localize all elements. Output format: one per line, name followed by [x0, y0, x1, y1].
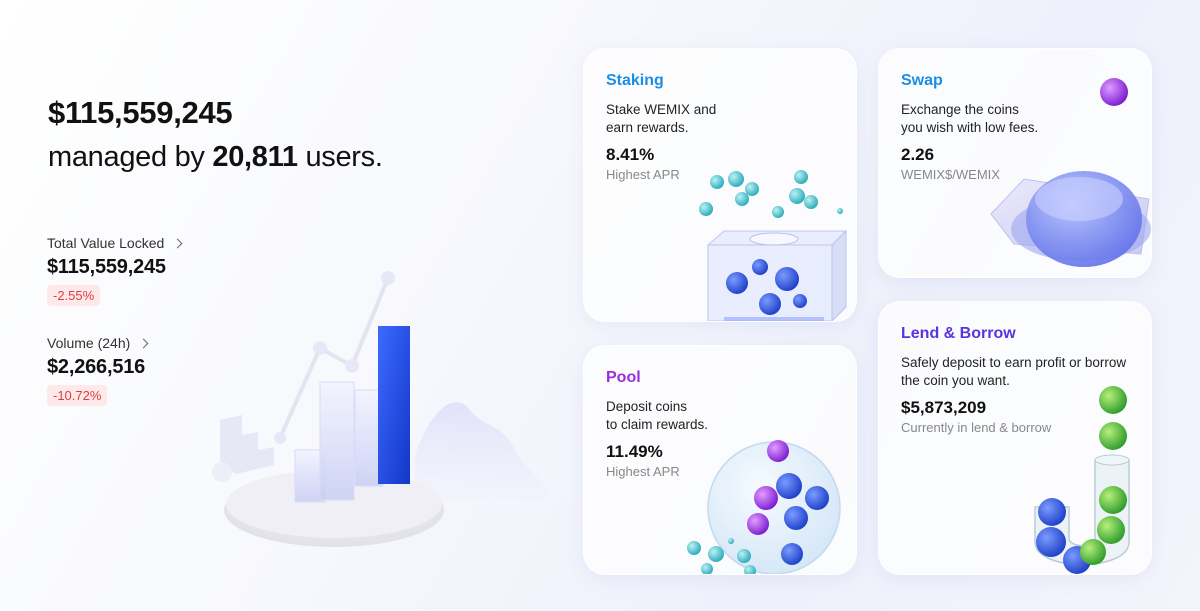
swap-pair-label: WEMIX$/WEMIX [901, 167, 1000, 182]
tvl-link[interactable]: Total Value Locked [47, 235, 183, 251]
lend-desc-line-2: the coin you want. [901, 373, 1010, 388]
lend-desc-line-1: Safely deposit to earn profit or borrow [901, 355, 1127, 370]
staking-illustration [699, 170, 848, 321]
staking-apr-label: Highest APR [606, 167, 680, 182]
swap-rate-value: 2.26 [901, 145, 935, 164]
volume-link[interactable]: Volume (24h) [47, 335, 149, 351]
volume-value: $2,266,516 [47, 356, 146, 378]
tvl-value: $115,559,245 [47, 256, 166, 278]
pool-card[interactable]: Pool Deposit coins to claim rewards. 11.4… [583, 345, 857, 575]
hero-total-amount: $115,559,245 [48, 95, 233, 130]
lend-borrow-value: $5,873,209 [901, 398, 987, 417]
growth-chart-illustration [212, 271, 548, 547]
lend-borrow-illustration [1034, 386, 1130, 574]
hero-users-suffix: users. [297, 141, 383, 173]
staking-description: Stake WEMIX and earn rewards. [606, 101, 806, 137]
hero-summary: $115,559,245 managed by 20,811 users. [48, 92, 383, 180]
tvl-label: Total Value Locked [47, 235, 165, 251]
pool-title: Pool [606, 369, 641, 386]
tvl-change-badge: -2.55% [47, 285, 101, 306]
pool-description: Deposit coins to claim rewards. [606, 398, 806, 434]
swap-illustration [990, 78, 1151, 267]
volume-label: Volume (24h) [47, 335, 131, 351]
chevron-right-icon [138, 338, 149, 348]
pool-apr-label: Highest APR [606, 464, 680, 479]
pool-apr-value: 11.49% [606, 442, 663, 461]
stat-volume-24h: Volume (24h) $2,266,516 -10.72% [47, 335, 149, 406]
chevron-right-icon [172, 238, 183, 248]
lend-borrow-label: Currently in lend & borrow [901, 420, 1052, 435]
staking-card[interactable]: Staking Stake WEMIX and earn rewards. 8.4… [583, 48, 857, 322]
swap-desc-line-2: you wish with low fees. [901, 120, 1039, 135]
staking-title: Staking [606, 72, 664, 89]
hero-users-line: managed by 20,811 users. [48, 134, 383, 180]
swap-desc-line-1: Exchange the coins [901, 102, 1019, 117]
staking-desc-line-1: Stake WEMIX and [606, 102, 717, 117]
staking-desc-line-2: earn rewards. [606, 120, 689, 135]
lend-borrow-description: Safely deposit to earn profit or borrow t… [901, 354, 1151, 390]
hero-managed-prefix: managed by [48, 141, 213, 173]
stat-total-value-locked: Total Value Locked $115,559,245 -2.55% [47, 235, 183, 306]
volume-change-badge: -10.72% [47, 385, 108, 406]
pool-desc-line-2: to claim rewards. [606, 417, 709, 432]
swap-title: Swap [901, 72, 943, 89]
pool-illustration [687, 440, 841, 574]
swap-card[interactable]: Swap Exchange the coins you wish with low… [878, 48, 1152, 278]
lend-borrow-title: Lend & Borrow [901, 325, 1016, 342]
pool-desc-line-1: Deposit coins [606, 399, 688, 414]
hero-user-count: 20,811 [212, 141, 298, 173]
swap-description: Exchange the coins you wish with low fees… [901, 101, 1101, 137]
lend-borrow-card[interactable]: Lend & Borrow Safely deposit to earn pro… [878, 301, 1152, 575]
staking-apr-value: 8.41% [606, 145, 655, 164]
